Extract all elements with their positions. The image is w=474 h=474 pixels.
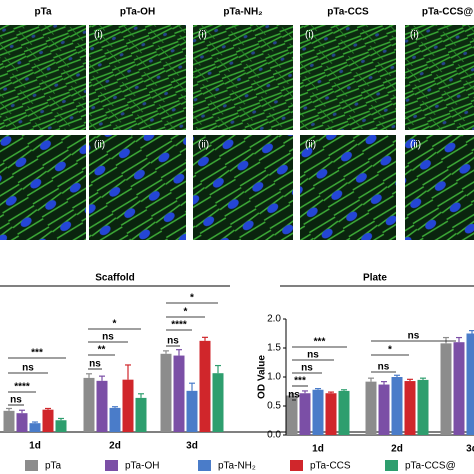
legend-label: pTa-CCS@ [405, 461, 456, 472]
legend-label: pTa-CCS [310, 461, 351, 472]
chart-title: Plate [363, 273, 387, 284]
bar [440, 343, 452, 435]
bar [417, 379, 429, 435]
bar [55, 420, 67, 432]
x-tick-label: 3d [186, 441, 198, 452]
significance-label: * [184, 307, 188, 318]
micrograph [300, 25, 396, 130]
significance-label: * [388, 345, 392, 356]
significance-label: **** [14, 382, 30, 393]
micrograph-grid: pTa pTa-OH (i) (ii) pTa-NH₂ (i) (ii) pTa-CCS (i)… [0, 7, 474, 240]
micrograph [0, 135, 86, 240]
column-header: pTa-NH₂ [223, 7, 262, 18]
significance-label: ns [288, 390, 300, 401]
bar [365, 381, 377, 435]
bar [212, 373, 224, 432]
bar [96, 380, 108, 432]
y-tick-label: 2.0 [267, 314, 281, 325]
bar [3, 410, 15, 432]
bar [135, 397, 147, 432]
panel-label: (i) [198, 30, 207, 41]
column-header: pTa-CCS [327, 7, 369, 18]
legend-swatch [290, 460, 303, 471]
bar [122, 379, 134, 432]
significance-label: ** [98, 345, 106, 356]
significance-label: **** [171, 320, 187, 331]
bar [199, 340, 211, 432]
bar [391, 377, 403, 435]
panel-label: (i) [410, 30, 419, 41]
micrograph [300, 135, 396, 240]
significance-label: ns [301, 363, 313, 374]
legend-swatch [198, 460, 211, 471]
x-tick-label: 1d [312, 444, 324, 455]
micrograph [0, 25, 86, 130]
micrograph [405, 135, 474, 240]
bar [338, 390, 350, 435]
bar [109, 407, 121, 432]
micrograph [405, 25, 474, 130]
significance-label: *** [31, 348, 43, 359]
chart-title: Scaffold [95, 273, 134, 284]
bar [453, 342, 465, 435]
x-tick-label: 3d [466, 444, 474, 455]
micrograph [89, 25, 186, 130]
bar [286, 395, 298, 435]
significance-label: ns [10, 395, 22, 406]
bar [378, 384, 390, 435]
panel-label: (ii) [198, 140, 209, 151]
bar [29, 423, 41, 432]
y-tick-label: 0.0 [267, 430, 281, 441]
bar [186, 390, 198, 432]
bar [312, 389, 324, 435]
legend-label: pTa [45, 461, 62, 472]
column-header: pTa-CCS@ [422, 7, 473, 18]
significance-label: ns [378, 362, 390, 373]
panel-label: (i) [305, 30, 314, 41]
micrograph [89, 135, 186, 240]
x-tick-label: 2d [109, 441, 121, 452]
significance-label: *** [294, 376, 306, 387]
panel-label: (i) [94, 30, 103, 41]
bar [173, 355, 185, 432]
legend-label: pTa-OH [125, 461, 159, 472]
significance-label: ns [89, 359, 101, 370]
significance-label: ns [408, 331, 420, 342]
y-axis-label: OD Value [257, 355, 268, 399]
column-header: pTa [34, 7, 51, 18]
significance-label: * [113, 319, 117, 330]
panel-label: (ii) [410, 140, 421, 151]
column-header: pTa-OH [120, 7, 155, 18]
y-tick-label: 1.5 [267, 343, 281, 354]
significance-label: ns [167, 336, 179, 347]
micrograph [193, 135, 293, 240]
bar [299, 393, 311, 435]
bar [16, 413, 28, 432]
y-tick-label: 1.0 [267, 372, 281, 383]
micrograph [193, 25, 293, 130]
bar [160, 353, 172, 432]
panel-label: (ii) [305, 140, 316, 151]
bar [466, 333, 474, 435]
legend-label: pTa-NH₂ [218, 461, 256, 472]
legend-swatch [385, 460, 398, 471]
significance-label: ns [102, 332, 114, 343]
bar [42, 409, 54, 432]
x-tick-label: 2d [391, 444, 403, 455]
bar [404, 381, 416, 435]
bar [83, 377, 95, 432]
significance-label: * [190, 293, 194, 304]
legend-swatch [25, 460, 38, 471]
y-tick-label: 0.5 [267, 401, 281, 412]
legend-swatch [105, 460, 118, 471]
significance-label: *** [314, 337, 326, 348]
panel-label: (ii) [94, 140, 105, 151]
x-tick-label: 1d [29, 441, 41, 452]
significance-label: ns [22, 363, 34, 374]
bar [325, 393, 337, 435]
significance-label: ns [307, 350, 319, 361]
